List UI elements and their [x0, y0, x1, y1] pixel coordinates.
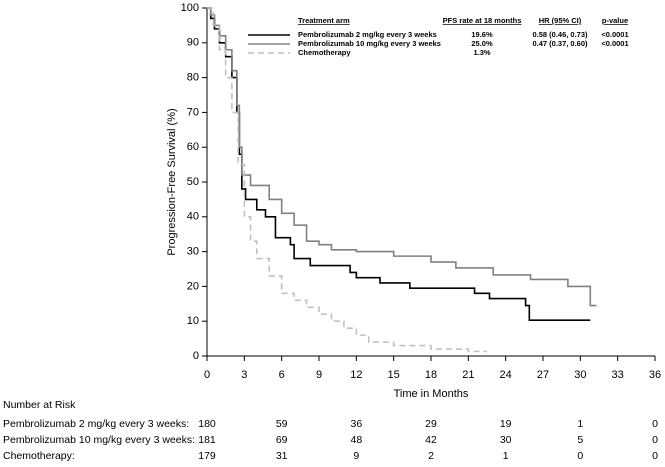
legend-cell: 0.58 (0.46, 0.73) — [532, 30, 588, 39]
x-tick-label: 27 — [537, 369, 549, 381]
risk-count: 0 — [652, 434, 658, 446]
x-tick-label: 24 — [500, 369, 512, 381]
risk-count: 0 — [577, 450, 583, 462]
y-tick-label: 60 — [187, 141, 199, 153]
x-tick-label: 33 — [612, 369, 624, 381]
risk-count: 29 — [425, 418, 437, 430]
x-tick-label: 3 — [241, 369, 247, 381]
x-tick-label: 12 — [350, 369, 362, 381]
y-tick-label: 10 — [187, 315, 199, 327]
y-tick-label: 50 — [187, 176, 199, 188]
y-tick-label: 40 — [187, 211, 199, 223]
risk-count: 30 — [500, 434, 512, 446]
x-tick-label: 9 — [316, 369, 322, 381]
y-tick-label: 80 — [187, 72, 199, 84]
risk-count: 69 — [276, 434, 288, 446]
y-axis-label: Progression-Free Survival (%) — [166, 108, 178, 255]
survival-curve — [207, 7, 591, 321]
risk-count: 5 — [577, 434, 583, 446]
y-tick-label: 0 — [193, 350, 199, 362]
risk-title: Number at Risk — [3, 399, 76, 411]
x-tick-label: 30 — [574, 369, 586, 381]
risk-count: 59 — [276, 418, 288, 430]
risk-count: 1 — [577, 418, 583, 430]
legend-cell: 1.3% — [473, 48, 490, 57]
risk-label: Pembrolizumab 10 mg/kg every 3 weeks: — [3, 434, 195, 446]
legend-header: HR (95% CI) — [539, 16, 582, 25]
risk-label: Chemotherapy: — [3, 450, 75, 462]
y-tick-label: 100 — [181, 2, 199, 14]
x-axis-label: Time in Months — [394, 388, 469, 400]
risk-label: Pembrolizumab 2 mg/kg every 3 weeks: — [3, 418, 189, 430]
risk-count: 2 — [428, 450, 434, 462]
risk-count: 9 — [353, 450, 359, 462]
x-tick-label: 15 — [388, 369, 400, 381]
legend-label: Chemotherapy — [298, 48, 351, 57]
x-tick-label: 0 — [204, 369, 210, 381]
survival-curve — [207, 7, 487, 353]
risk-count: 179 — [198, 450, 216, 462]
legend-cell: 25.0% — [471, 39, 493, 48]
risk-count: 19 — [500, 418, 512, 430]
y-tick-label: 20 — [187, 280, 199, 292]
risk-count: 42 — [425, 434, 437, 446]
risk-count: 0 — [652, 450, 658, 462]
risk-count: 1 — [503, 450, 509, 462]
y-tick-label: 70 — [187, 106, 199, 118]
x-tick-label: 21 — [462, 369, 474, 381]
risk-count: 48 — [350, 434, 362, 446]
y-tick-label: 90 — [187, 37, 199, 49]
risk-count: 36 — [350, 418, 362, 430]
risk-count: 181 — [198, 434, 216, 446]
x-tick-label: 6 — [279, 369, 285, 381]
survival-curve — [207, 7, 597, 307]
x-tick-label: 36 — [649, 369, 661, 381]
x-tick-label: 18 — [425, 369, 437, 381]
legend-label: Pembrolizumab 2 mg/kg every 3 weeks — [298, 30, 437, 39]
y-tick-label: 30 — [187, 246, 199, 258]
legend-header: PFS rate at 18 months — [443, 16, 522, 25]
legend-cell: 19.6% — [471, 30, 493, 39]
risk-count: 180 — [198, 418, 216, 430]
risk-count: 31 — [276, 450, 288, 462]
legend-cell: 0.47 (0.37, 0.60) — [532, 39, 588, 48]
risk-count: 0 — [652, 418, 658, 430]
legend-header: Treatment arm — [298, 16, 350, 25]
legend-label: Pembrolizumab 10 mg/kg every 3 weeks — [298, 39, 441, 48]
legend-header: p-value — [602, 16, 628, 25]
legend-cell: <0.0001 — [601, 39, 628, 48]
legend-cell: <0.0001 — [601, 30, 628, 39]
